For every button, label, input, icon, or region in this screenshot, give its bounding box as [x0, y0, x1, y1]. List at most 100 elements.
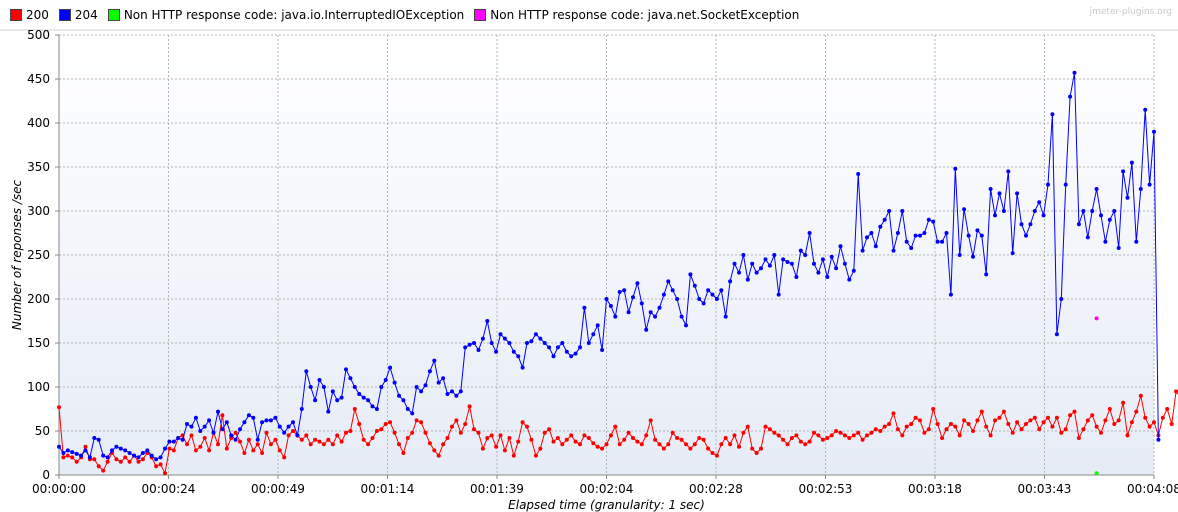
legend-item: Non HTTP response code: java.io.Interrup… — [107, 8, 464, 22]
data-point-1 — [344, 367, 348, 372]
legend-swatch — [10, 9, 22, 21]
data-point-1 — [728, 279, 733, 284]
data-point-1 — [189, 424, 194, 429]
data-point-1 — [635, 281, 640, 286]
data-point-0 — [480, 446, 485, 451]
data-point-0 — [1015, 420, 1020, 425]
data-point-1 — [781, 257, 786, 262]
data-point-1 — [392, 380, 397, 385]
data-point-1 — [1138, 187, 1143, 191]
data-point-0 — [454, 418, 459, 423]
data-point-1 — [1054, 332, 1059, 337]
data-point-0 — [741, 430, 746, 435]
data-point-0 — [1116, 418, 1121, 423]
data-point-0 — [472, 427, 476, 432]
data-point-1 — [1134, 239, 1139, 244]
data-point-1 — [238, 427, 242, 432]
data-point-0 — [167, 446, 172, 451]
data-point-0 — [706, 446, 711, 451]
data-point-1 — [948, 292, 953, 297]
data-point-1 — [1006, 169, 1011, 174]
data-point-1 — [498, 332, 503, 337]
data-point-1 — [1076, 222, 1081, 227]
data-point-0 — [335, 433, 340, 438]
data-point-1 — [1072, 70, 1077, 75]
data-point-1 — [410, 411, 415, 416]
data-point-1 — [529, 339, 534, 344]
data-point-0 — [856, 430, 861, 435]
data-point-0 — [1169, 422, 1174, 426]
data-point-1 — [83, 448, 88, 453]
data-point-0 — [1121, 400, 1126, 405]
data-point-0 — [710, 451, 715, 455]
data-point-1 — [648, 310, 653, 315]
data-point-0 — [57, 405, 61, 410]
data-point-1 — [975, 228, 980, 233]
legend-swatch — [474, 9, 487, 21]
data-point-0 — [498, 433, 503, 438]
data-point-1 — [211, 430, 216, 435]
y-tick-label: 450 — [27, 72, 50, 86]
data-point-0 — [127, 459, 132, 464]
data-point-1 — [560, 341, 565, 345]
series-line-1 — [58, 72, 1159, 460]
data-point-0 — [441, 442, 446, 447]
data-point-1 — [454, 393, 459, 398]
data-point-1 — [834, 266, 839, 271]
data-point-0 — [185, 442, 189, 447]
data-point-0 — [922, 430, 927, 435]
data-point-0 — [1063, 427, 1068, 432]
data-point-0 — [207, 448, 212, 453]
data-point-1 — [1147, 182, 1152, 187]
data-point-0 — [255, 442, 260, 447]
data-point-0 — [458, 430, 463, 435]
data-point-1 — [379, 385, 384, 389]
data-point-1 — [882, 217, 887, 222]
data-point-1 — [591, 332, 596, 337]
data-point-1 — [366, 398, 371, 403]
data-point-0 — [1006, 422, 1011, 426]
data-point-1 — [798, 248, 803, 253]
data-point-0 — [1094, 424, 1099, 429]
data-point-1 — [979, 233, 984, 238]
y-tick-label: 300 — [27, 204, 50, 218]
data-point-1 — [357, 392, 362, 396]
data-point-0 — [308, 442, 313, 447]
data-point-0 — [723, 436, 728, 440]
data-point-0 — [913, 415, 918, 420]
y-tick-label: 200 — [27, 292, 50, 306]
y-tick-label: 100 — [27, 380, 50, 394]
data-point-0 — [851, 433, 856, 438]
data-point-1 — [158, 455, 163, 460]
data-point-0 — [158, 462, 163, 467]
data-point-1 — [737, 270, 741, 275]
data-point-0 — [193, 448, 198, 453]
y-axis-label: Number of reponses /sec — [10, 179, 24, 330]
data-point-0 — [1076, 436, 1081, 440]
data-point-1 — [463, 345, 468, 350]
data-point-1 — [467, 342, 472, 347]
data-point-0 — [918, 418, 922, 423]
data-point-1 — [1112, 209, 1117, 213]
data-point-1 — [820, 257, 825, 262]
watermark: jmeter-plugins.org — [1089, 7, 1172, 17]
data-point-1 — [1143, 107, 1148, 112]
x-tick-label: 00:01:39 — [470, 482, 524, 496]
data-point-0 — [666, 442, 671, 447]
data-point-1 — [763, 257, 768, 262]
data-point-1 — [326, 409, 331, 414]
data-point-1 — [984, 272, 989, 277]
data-point-1 — [869, 231, 874, 235]
data-point-0 — [745, 424, 750, 429]
data-point-1 — [825, 275, 830, 279]
data-point-1 — [608, 304, 613, 308]
data-point-0 — [591, 441, 596, 446]
data-point-1 — [233, 437, 238, 442]
data-point-0 — [392, 430, 397, 435]
data-point-0 — [1174, 389, 1178, 394]
data-point-1 — [207, 418, 212, 423]
data-point-0 — [1081, 427, 1086, 432]
data-point-1 — [176, 436, 181, 440]
